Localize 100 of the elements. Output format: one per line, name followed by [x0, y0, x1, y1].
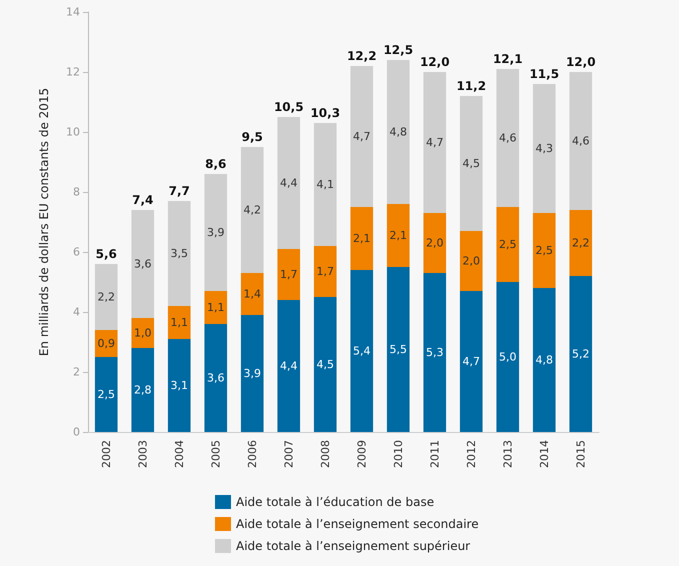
bar	[168, 306, 191, 339]
data-label: 4,7	[353, 130, 370, 143]
data-label: 4,8	[536, 354, 553, 366]
bar	[314, 123, 337, 246]
x-tick-label: 2002	[100, 440, 113, 468]
total-label: 12,0	[566, 55, 596, 69]
data-label: 3,6	[134, 258, 152, 270]
x-tick-label: 2014	[538, 440, 551, 468]
total-label: 12,1	[492, 52, 523, 66]
data-label: 2,8	[134, 384, 152, 396]
bar	[496, 69, 520, 207]
data-label: 3,1	[170, 379, 188, 392]
x-tick-label: 2013	[501, 440, 514, 468]
total-label: 12,0	[420, 55, 450, 69]
data-label: 2,5	[499, 238, 516, 251]
data-label: 5,3	[426, 346, 444, 359]
data-label: 3,6	[207, 372, 224, 384]
data-label: 4,4	[280, 360, 298, 372]
bar	[94, 357, 118, 432]
y-tick-label: 8	[73, 186, 80, 198]
data-label: 4,4	[280, 176, 298, 190]
bar	[277, 117, 300, 249]
y-tick-label: 10	[66, 126, 80, 138]
total-label: 7,4	[132, 193, 154, 207]
bar	[569, 276, 592, 432]
data-label: 2,5	[98, 388, 115, 401]
data-label: 4,1	[316, 178, 334, 191]
bar	[460, 231, 483, 291]
data-label: 1,7	[280, 268, 298, 281]
bar	[94, 264, 118, 330]
data-label: 4,5	[462, 157, 480, 170]
total-label: 10,5	[274, 100, 304, 114]
data-label: 4,3	[536, 142, 553, 155]
data-label: 4,6	[572, 134, 590, 148]
data-label: 5,2	[572, 348, 590, 360]
bar	[204, 291, 228, 324]
data-label: 5,5	[390, 343, 407, 356]
bar	[532, 213, 556, 288]
x-tick-label: 2007	[282, 440, 296, 468]
legend-label: Aide totale à l’enseignement supérieur	[236, 539, 470, 553]
data-label: 5,0	[499, 350, 516, 364]
y-tick-label: 14	[66, 6, 80, 18]
data-label: 1,1	[207, 301, 224, 314]
bar	[314, 297, 337, 432]
bar	[204, 324, 228, 432]
y-tick-label: 6	[73, 246, 80, 258]
bar	[386, 267, 410, 432]
data-label: 4,8	[390, 126, 407, 138]
x-tick-label: 2003	[136, 440, 150, 468]
x-tick-label: 2010	[392, 440, 405, 468]
total-label: 7,7	[168, 184, 190, 198]
bar	[131, 210, 154, 318]
x-tick-label: 2005	[209, 440, 222, 468]
legend-label: Aide totale à l’enseignement secondaire	[236, 517, 479, 531]
x-tick-label: 2015	[574, 440, 588, 468]
total-label: 9,5	[242, 130, 263, 144]
bar	[423, 213, 446, 273]
data-label: 4,7	[426, 136, 444, 149]
data-label: 2,2	[572, 236, 590, 250]
data-label: 2,5	[536, 244, 553, 257]
data-label: 2,1	[353, 232, 370, 245]
total-label: 12,2	[346, 49, 377, 63]
bar	[569, 72, 592, 210]
total-label: 12,5	[383, 43, 414, 57]
bar	[386, 204, 410, 267]
x-tick-label: 2006	[246, 440, 259, 468]
data-label: 0,9	[98, 337, 115, 350]
total-label: 11,2	[456, 79, 486, 93]
data-label: 2,0	[426, 236, 444, 250]
bar	[460, 291, 483, 432]
x-tick-label: 2012	[464, 440, 478, 468]
bar	[496, 282, 520, 432]
x-tick-label: 2004	[172, 440, 186, 468]
bar	[240, 147, 264, 273]
bar	[532, 288, 556, 432]
x-tick-label: 2009	[355, 440, 368, 468]
total-label: 11,5	[529, 67, 560, 81]
bar	[314, 246, 337, 297]
bar	[350, 66, 374, 207]
bar	[131, 318, 154, 348]
data-label: 2,1	[390, 229, 407, 242]
bar	[168, 201, 191, 306]
data-label: 4,5	[316, 358, 334, 371]
bar	[350, 270, 374, 432]
bar	[240, 315, 264, 432]
total-label: 8,6	[205, 157, 226, 171]
data-label: 1,4	[244, 288, 261, 300]
bar	[240, 273, 264, 315]
data-label: 2,2	[98, 290, 115, 304]
x-tick-label: 2008	[318, 440, 332, 468]
bar	[532, 84, 556, 213]
bar	[423, 273, 446, 432]
data-label: 5,4	[353, 344, 370, 358]
bar	[204, 174, 228, 291]
total-label: 10,3	[310, 106, 340, 120]
bar	[277, 300, 300, 432]
y-tick-label: 0	[73, 426, 80, 438]
data-label: 4,2	[244, 204, 261, 216]
bar	[168, 339, 191, 432]
y-tick-label: 12	[66, 66, 80, 78]
